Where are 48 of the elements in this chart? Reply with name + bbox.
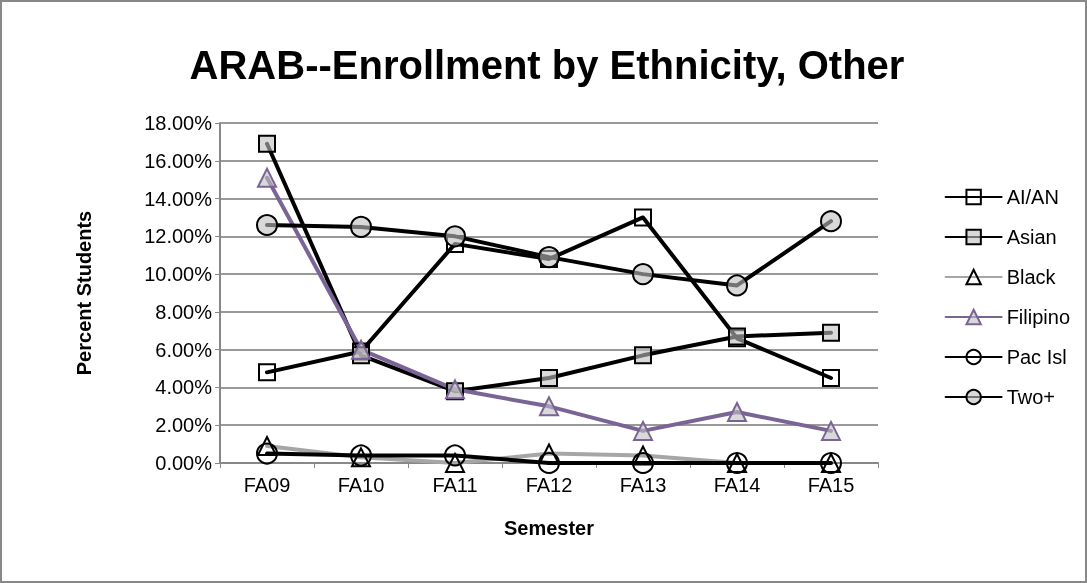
x-axis-title: Semester [503,517,595,539]
point [822,369,840,387]
y-tick-label: 8.00% [155,300,213,323]
point [821,420,841,441]
point [257,167,277,188]
point [632,452,654,474]
point [540,369,558,387]
y-tick-label: 18.00% [144,112,213,134]
point [822,323,840,342]
point [444,444,466,467]
legend-label: Two+ [1006,386,1055,408]
y-tick-label: 4.00% [155,376,213,399]
point [539,396,559,417]
y-tick-label: 10.00% [144,263,213,286]
point [634,208,652,227]
point [258,363,276,382]
point [820,210,842,233]
point [258,134,276,153]
x-tick-label: FA10 [337,474,385,496]
point [256,214,278,236]
x-tick-label: FA12 [525,474,573,496]
point [632,263,654,286]
point [633,420,653,441]
legend-label: Asian [1006,226,1057,248]
legend-label: AI/AN [1006,186,1059,208]
point [726,274,748,297]
x-tick-label: FA11 [432,474,478,496]
point [256,442,278,465]
x-tick-label: FA14 [713,474,761,496]
y-tick-label: 16.00% [144,149,213,172]
x-tick-label: FA09 [243,474,291,496]
y-tick-label: 2.00% [155,414,213,437]
legend-label: Black [1006,266,1057,288]
legend-label: Filipino [1006,306,1070,328]
point [634,346,652,365]
point [444,225,466,248]
x-tick-label: FA13 [619,474,667,496]
y-axis-title: Percent Students [73,210,95,376]
y-tick-label: 14.00% [144,187,213,210]
y-tick-label: 12.00% [144,225,213,248]
legend-label: Pac Isl [1006,346,1067,368]
point [350,215,372,238]
y-tick-label: 6.00% [155,338,213,361]
x-tick-label: FA15 [807,474,855,496]
y-tick-label: 0.00% [155,452,213,474]
point [727,402,747,422]
chart-title: ARAB--Enrollment by Ethnicity, Other [189,43,905,87]
point [538,452,560,474]
